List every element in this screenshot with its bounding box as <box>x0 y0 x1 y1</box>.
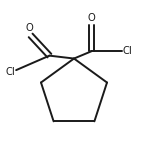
Text: O: O <box>87 13 95 23</box>
Text: Cl: Cl <box>5 67 15 77</box>
Text: O: O <box>25 23 33 33</box>
Text: Cl: Cl <box>123 46 132 56</box>
